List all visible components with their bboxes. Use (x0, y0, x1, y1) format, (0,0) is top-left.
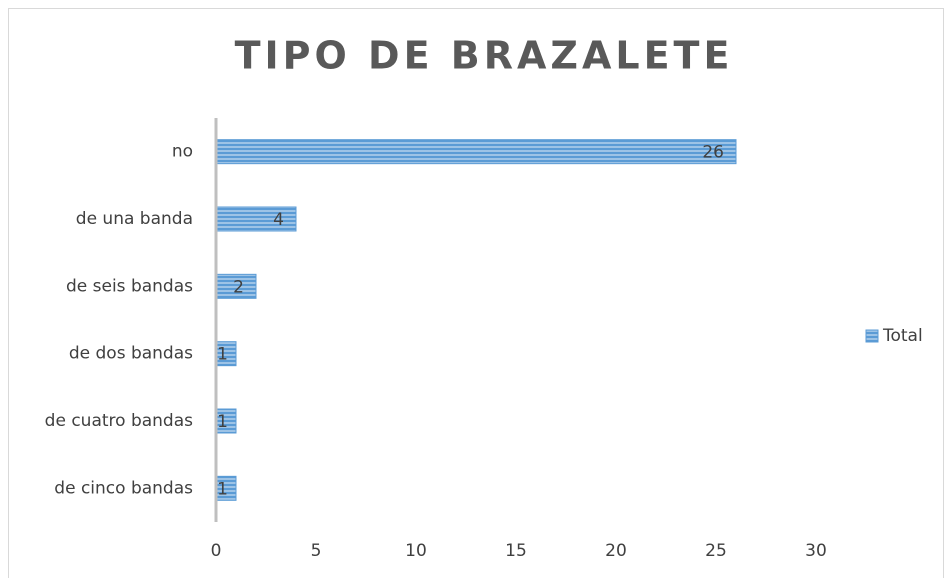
y-tick-label: de cuatro bandas (45, 411, 193, 431)
bar (215, 273, 257, 299)
data-label: 2 (233, 277, 244, 297)
x-tick-label: 25 (705, 541, 727, 561)
x-tick-label: 30 (805, 541, 827, 561)
x-tick-label: 20 (605, 541, 627, 561)
legend-swatch (865, 329, 879, 343)
x-tick-label: 0 (211, 541, 222, 561)
y-tick-label: de dos bandas (69, 344, 193, 364)
x-tick-label: 10 (405, 541, 427, 561)
legend-label: Total (882, 326, 923, 346)
data-label: 4 (273, 210, 284, 230)
x-tick-label: 5 (311, 541, 322, 561)
bar (215, 206, 297, 232)
bar (215, 139, 737, 165)
x-tick-label: 15 (505, 541, 527, 561)
y-tick-label: de cinco bandas (54, 478, 193, 498)
chart-title: TIPO DE BRAZALETE (235, 34, 734, 78)
y-tick-label: no (172, 142, 193, 162)
data-label: 1 (217, 345, 228, 365)
y-tick-label: de seis bandas (66, 276, 193, 296)
chart-frame (8, 8, 944, 578)
data-label: 26 (702, 143, 724, 163)
data-label: 1 (217, 479, 228, 499)
y-tick-label: de una banda (76, 209, 193, 229)
data-label: 1 (217, 412, 228, 432)
